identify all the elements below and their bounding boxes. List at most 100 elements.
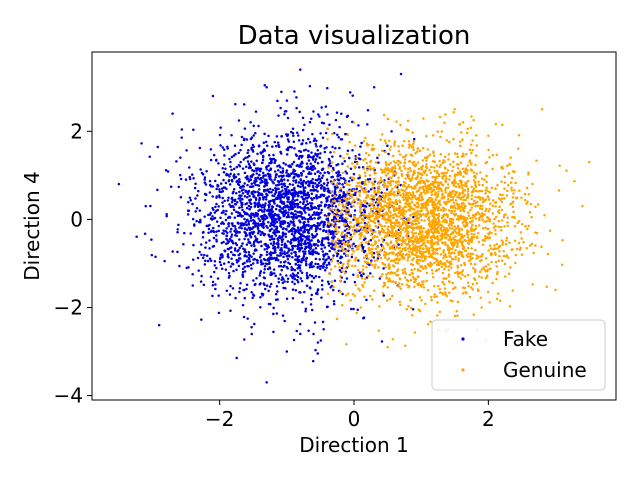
data-point-fake <box>338 268 342 272</box>
data-point-fake <box>308 120 312 124</box>
data-point-fake <box>268 213 272 216</box>
data-point-fake <box>179 177 183 181</box>
data-point-fake <box>270 191 273 194</box>
data-point-fake <box>341 194 345 198</box>
data-point-genuine <box>408 250 411 253</box>
data-point-fake <box>197 189 200 193</box>
data-point-fake <box>275 225 279 228</box>
data-point-genuine <box>407 196 410 199</box>
data-point-fake <box>177 223 180 227</box>
data-point-genuine <box>455 202 458 205</box>
data-point-genuine <box>436 314 439 317</box>
data-point-genuine <box>391 246 395 250</box>
data-point-fake <box>306 218 310 221</box>
data-point-fake <box>265 216 269 220</box>
data-point-fake <box>238 226 241 229</box>
data-point-genuine <box>515 196 519 199</box>
data-point-fake <box>300 206 303 210</box>
data-point-fake <box>243 217 246 221</box>
data-point-genuine <box>365 142 369 146</box>
data-point-genuine <box>503 181 507 184</box>
data-point-genuine <box>463 170 466 174</box>
data-point-fake <box>186 209 190 212</box>
data-point-fake <box>286 146 290 150</box>
data-point-fake <box>260 208 263 212</box>
data-point-genuine <box>383 182 386 185</box>
data-point-genuine <box>484 209 487 213</box>
data-point-fake <box>280 248 284 252</box>
data-point-genuine <box>359 234 362 238</box>
data-point-genuine <box>369 197 372 201</box>
data-point-fake <box>293 147 296 150</box>
data-point-fake <box>344 132 347 136</box>
data-point-genuine <box>334 219 337 222</box>
data-point-genuine <box>389 240 393 243</box>
data-point-genuine <box>428 153 432 157</box>
data-point-genuine <box>446 246 450 250</box>
data-point-genuine <box>416 182 419 186</box>
data-point-fake <box>213 264 216 267</box>
data-point-fake <box>347 201 351 204</box>
data-point-fake <box>279 198 282 201</box>
data-point-fake <box>356 308 360 312</box>
data-point-genuine <box>362 264 365 268</box>
data-point-fake <box>275 242 279 245</box>
data-point-genuine <box>434 198 437 202</box>
data-point-fake <box>331 288 335 292</box>
data-point-fake <box>304 262 308 266</box>
data-point-fake <box>208 247 211 250</box>
data-point-genuine <box>335 182 339 186</box>
data-point-genuine <box>426 322 430 326</box>
data-point-genuine <box>350 176 354 179</box>
data-point-genuine <box>483 268 486 271</box>
data-point-genuine <box>461 208 465 211</box>
data-point-genuine <box>381 199 384 203</box>
data-point-fake <box>312 276 316 280</box>
data-point-fake <box>302 252 306 256</box>
data-point-fake <box>343 159 347 163</box>
data-point-fake <box>262 148 266 151</box>
data-point-genuine <box>327 166 330 169</box>
data-point-fake <box>246 195 249 199</box>
data-point-fake <box>198 146 202 150</box>
data-point-fake <box>189 232 192 235</box>
data-point-fake <box>296 275 300 279</box>
data-point-fake <box>291 162 294 166</box>
data-point-fake <box>357 124 360 127</box>
data-point-fake <box>271 219 275 223</box>
data-point-fake <box>270 161 273 164</box>
data-point-fake <box>280 240 284 244</box>
data-point-genuine <box>380 149 384 152</box>
data-point-genuine <box>462 198 465 202</box>
data-point-fake <box>269 168 272 171</box>
data-point-fake <box>310 205 313 209</box>
data-point-fake <box>263 265 267 268</box>
data-point-fake <box>261 171 265 175</box>
data-point-genuine <box>460 215 464 219</box>
data-point-fake <box>301 142 304 145</box>
data-point-genuine <box>356 275 360 279</box>
data-point-genuine <box>480 207 484 211</box>
data-point-genuine <box>341 303 344 307</box>
data-point-fake <box>244 232 248 235</box>
data-point-fake <box>296 281 300 284</box>
data-point-genuine <box>470 247 473 250</box>
data-point-fake <box>411 307 415 311</box>
data-point-fake <box>209 275 213 278</box>
data-point-genuine <box>520 196 523 199</box>
data-point-genuine <box>348 140 351 144</box>
data-point-fake <box>268 173 272 176</box>
data-point-genuine <box>416 202 420 205</box>
data-point-fake <box>198 209 202 212</box>
data-point-genuine <box>445 177 448 180</box>
data-point-fake <box>249 205 253 209</box>
data-point-fake <box>355 223 359 227</box>
data-point-fake <box>234 102 237 106</box>
data-point-genuine <box>474 201 477 205</box>
data-point-fake <box>273 159 277 163</box>
data-point-genuine <box>511 248 514 251</box>
data-point-genuine <box>391 229 394 232</box>
data-point-genuine <box>510 188 513 192</box>
data-point-fake <box>293 230 297 233</box>
data-point-genuine <box>475 257 478 260</box>
